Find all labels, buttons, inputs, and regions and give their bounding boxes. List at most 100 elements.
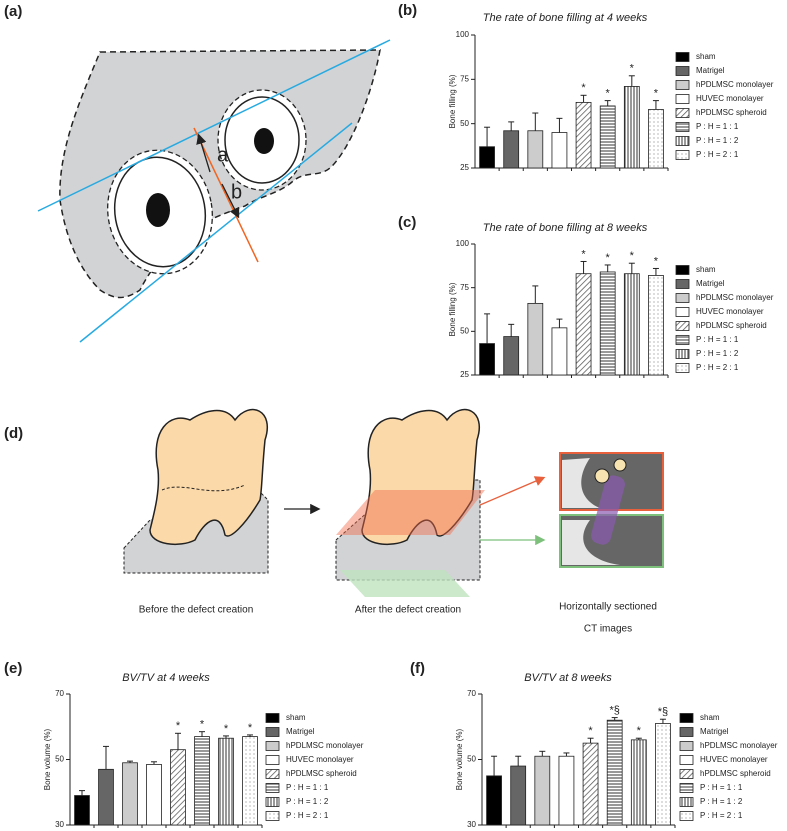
cej-line [161,484,246,492]
tangent-line [37,39,391,212]
legend-label: Matrigel [286,727,315,736]
bar [623,273,640,376]
plane-upper [336,490,485,535]
legend-swatch [679,727,694,737]
plane-lower [340,570,470,597]
bar [146,764,162,826]
legend-swatch [675,66,690,76]
legend-swatch [675,307,690,317]
legend-label: HUVEC monolayer [696,94,764,103]
significance-mark: * [606,252,611,264]
significance-mark: * [224,723,229,735]
y-tick-label: 50 [55,755,64,764]
legend-swatch [675,321,690,331]
panel-label: (a) [4,3,22,20]
bar [648,109,664,169]
chart-title: BV/TV at 8 weeks [524,672,612,684]
legend-swatch [675,122,690,132]
bar [486,775,502,826]
legend-swatch [265,769,280,779]
legend-label: P : H = 2 : 1 [286,811,329,820]
bar [218,737,234,826]
legend-swatch [675,80,690,90]
significance-mark: * [581,82,586,94]
legend-swatch [265,755,280,765]
legend-swatch [679,713,694,723]
legend-label: hPDLMSC monolayer [696,80,774,89]
significance-mark: * [654,255,659,267]
legend-label: P : H = 1 : 2 [696,136,739,145]
legend-label: P : H = 1 : 1 [286,783,329,792]
implant [591,475,625,545]
significance-mark: * [581,248,586,260]
legend-swatch [265,783,280,793]
y-tick-label: 25 [460,370,469,379]
bar [655,723,671,826]
y-axis-label: Bone volume (%) [43,728,52,790]
legend-label: HUVEC monolayer [696,307,764,316]
caption: After the defect creation [355,605,461,616]
y-tick-label: 100 [456,30,470,39]
legend-swatch [679,755,694,765]
significance-mark: * [630,250,635,262]
bar [194,736,210,826]
legend-label: hPDLMSC monolayer [286,741,364,750]
legend-label: sham [286,713,306,722]
legend-swatch [675,265,690,275]
panel-label: (d) [4,425,23,442]
legend-swatch [675,279,690,289]
legend-swatch [265,797,280,807]
arrow [479,476,546,506]
panel-label: (b) [398,2,417,19]
legend-label: P : H = 1 : 2 [700,797,743,806]
legend-label: P : H = 1 : 2 [696,349,739,358]
caption: CT images [584,624,632,635]
bar [599,105,616,169]
root [613,458,627,472]
legend-swatch [675,293,690,303]
legend-label: hPDLMSC spheroid [696,321,767,330]
significance-mark: * [176,720,181,732]
legend-label: sham [700,713,720,722]
legend-label: P : H = 2 : 1 [700,811,743,820]
bar [98,768,114,826]
label-a: a [217,144,229,166]
legend-label: Matrigel [700,727,729,736]
legend-label: P : H = 1 : 1 [696,122,739,131]
y-axis-label: Bone volume (%) [455,728,464,790]
y-axis-label: Bone filling (%) [448,74,457,128]
measure-line [193,127,259,263]
legend-swatch [679,741,694,751]
significance-mark: * [200,719,205,731]
y-tick-label: 50 [460,326,469,335]
significance-mark: * [588,725,593,737]
y-tick-label: 25 [460,163,469,172]
bar [527,130,544,169]
chart-title: The rate of bone filling at 8 weeks [483,222,648,234]
y-axis-label: Bone filling (%) [448,282,457,336]
tooth [149,409,268,546]
legend-swatch [265,811,280,821]
y-tick-label: 50 [467,755,476,764]
y-tick-label: 70 [467,689,476,698]
arrow [196,133,211,173]
significance-mark: * [630,63,635,75]
legend-swatch [265,713,280,723]
bar [479,146,495,169]
legend-swatch [679,783,694,793]
legend-label: P : H = 1 : 1 [700,783,743,792]
bar [648,275,664,376]
bar [599,271,616,376]
legend-swatch [679,769,694,779]
bar [630,739,647,826]
legend-label: Matrigel [696,279,725,288]
bar [534,755,551,826]
legend-swatch [679,811,694,821]
significance-mark: *§ [658,706,668,718]
legend-swatch [675,335,690,345]
panel-label: (e) [4,660,22,677]
y-tick-label: 50 [460,119,469,128]
bar [582,742,599,826]
bone-shape [59,49,381,299]
y-tick-label: 100 [456,239,470,248]
